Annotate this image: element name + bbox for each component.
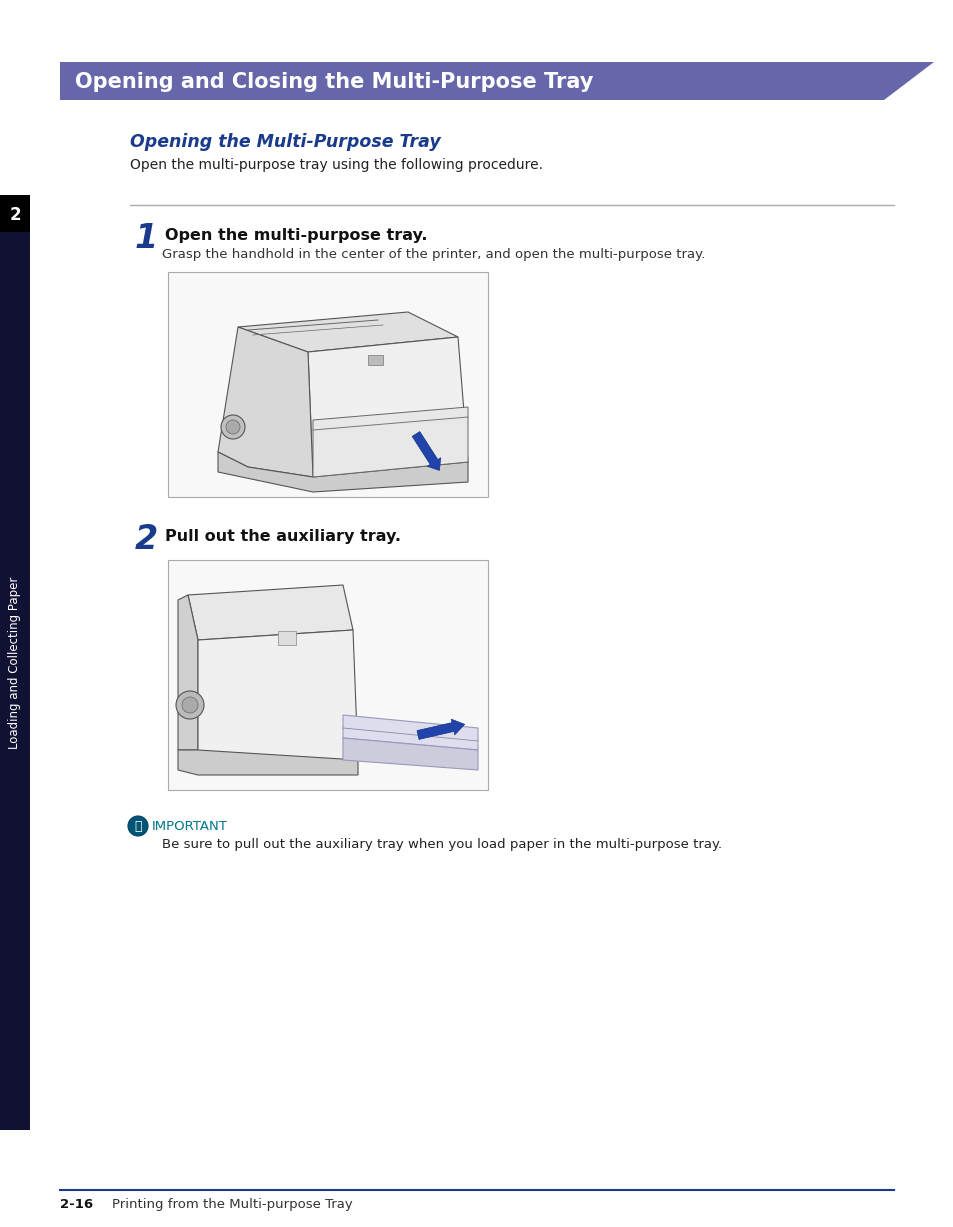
Text: Loading and Collecting Paper: Loading and Collecting Paper bbox=[9, 577, 22, 748]
Text: 1: 1 bbox=[135, 222, 158, 255]
Circle shape bbox=[175, 691, 204, 719]
FancyArrow shape bbox=[412, 432, 440, 470]
Polygon shape bbox=[218, 452, 468, 492]
Bar bbox=[277, 631, 295, 645]
Text: IMPORTANT: IMPORTANT bbox=[152, 820, 228, 833]
Circle shape bbox=[128, 816, 148, 836]
Text: 2: 2 bbox=[10, 205, 21, 223]
Text: Be sure to pull out the auxiliary tray when you load paper in the multi-purpose : Be sure to pull out the auxiliary tray w… bbox=[162, 838, 721, 852]
Bar bbox=[168, 272, 488, 497]
FancyArrow shape bbox=[416, 719, 464, 740]
Polygon shape bbox=[198, 629, 357, 771]
Polygon shape bbox=[218, 328, 313, 477]
Text: Opening the Multi-Purpose Tray: Opening the Multi-Purpose Tray bbox=[130, 133, 440, 151]
Text: Grasp the handhold in the center of the printer, and open the multi-purpose tray: Grasp the handhold in the center of the … bbox=[162, 248, 704, 261]
Text: Open the multi-purpose tray.: Open the multi-purpose tray. bbox=[165, 228, 427, 243]
Circle shape bbox=[221, 415, 245, 439]
Text: Pull out the auxiliary tray.: Pull out the auxiliary tray. bbox=[165, 529, 400, 544]
Polygon shape bbox=[313, 407, 468, 477]
Polygon shape bbox=[188, 585, 353, 640]
Text: ✋: ✋ bbox=[134, 820, 142, 832]
Polygon shape bbox=[60, 63, 933, 99]
Polygon shape bbox=[343, 737, 477, 771]
Polygon shape bbox=[178, 595, 198, 750]
Polygon shape bbox=[178, 750, 357, 775]
Polygon shape bbox=[308, 337, 468, 477]
Bar bbox=[0, 195, 30, 232]
Circle shape bbox=[182, 697, 198, 713]
Bar bbox=[368, 355, 382, 364]
Text: 2: 2 bbox=[135, 523, 158, 556]
Bar bbox=[0, 195, 30, 1130]
Circle shape bbox=[226, 420, 240, 434]
Text: 2-16: 2-16 bbox=[60, 1198, 93, 1211]
Polygon shape bbox=[237, 312, 457, 352]
Text: Opening and Closing the Multi-Purpose Tray: Opening and Closing the Multi-Purpose Tr… bbox=[75, 72, 593, 92]
Text: Open the multi-purpose tray using the following procedure.: Open the multi-purpose tray using the fo… bbox=[130, 158, 542, 172]
Bar bbox=[168, 560, 488, 790]
Polygon shape bbox=[343, 715, 477, 750]
Text: Printing from the Multi-purpose Tray: Printing from the Multi-purpose Tray bbox=[112, 1198, 353, 1211]
